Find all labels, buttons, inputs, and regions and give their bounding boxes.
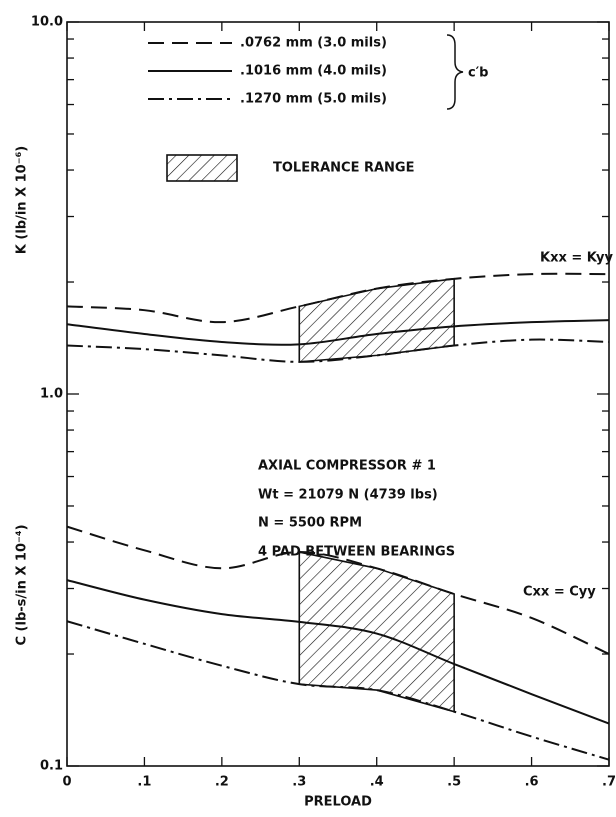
legend-label: .1270 mm (5.0 mils) <box>240 92 387 107</box>
x-axis-label: PRELOAD <box>304 795 372 810</box>
x-tick-label: .4 <box>370 775 384 790</box>
x-tick-label: .3 <box>292 775 306 790</box>
legend-title: c′b <box>468 66 488 81</box>
y-tick-label: 0.1 <box>40 759 63 774</box>
annotation: 4 PAD BETWEEN BEARINGS <box>258 545 455 560</box>
series-line <box>66 579 610 725</box>
series-line <box>66 272 610 324</box>
x-tick-label: .5 <box>447 775 461 790</box>
tolerance-region <box>298 551 455 713</box>
annotation: Wt = 21079 N (4739 lbs) <box>258 488 438 503</box>
annotation: AXIAL COMPRESSOR # 1 <box>258 459 436 474</box>
legend-brace <box>446 34 464 110</box>
series-line <box>66 338 610 363</box>
tolerance-legend-label: TOLERANCE RANGE <box>273 161 414 176</box>
series-line <box>66 620 610 761</box>
x-tick-label: .2 <box>215 775 229 790</box>
curve-label: Cxx = Cyy <box>523 585 596 600</box>
y-tick-label: 10.0 <box>31 15 63 30</box>
x-tick-label: .6 <box>525 775 539 790</box>
y-axis-label: K (lb/in X 10⁻⁶) <box>15 146 30 254</box>
y-axis-label: C (lb-s/in X 10⁻⁴) <box>15 524 30 645</box>
series-line <box>66 525 610 655</box>
x-tick-label: .7 <box>602 775 616 790</box>
curve-label: Kxx = Kyy <box>540 251 614 266</box>
x-tick-label: .1 <box>137 775 151 790</box>
legend-label: .0762 mm (3.0 mils) <box>240 36 387 51</box>
x-tick-label: 0 <box>62 775 71 790</box>
y-tick-label: 1.0 <box>40 387 63 402</box>
annotation: N = 5500 RPM <box>258 516 362 531</box>
series-line <box>66 319 610 346</box>
tolerance-region <box>298 277 455 363</box>
legend-label: .1016 mm (4.0 mils) <box>240 64 387 79</box>
tolerance-legend-swatch <box>166 154 238 182</box>
